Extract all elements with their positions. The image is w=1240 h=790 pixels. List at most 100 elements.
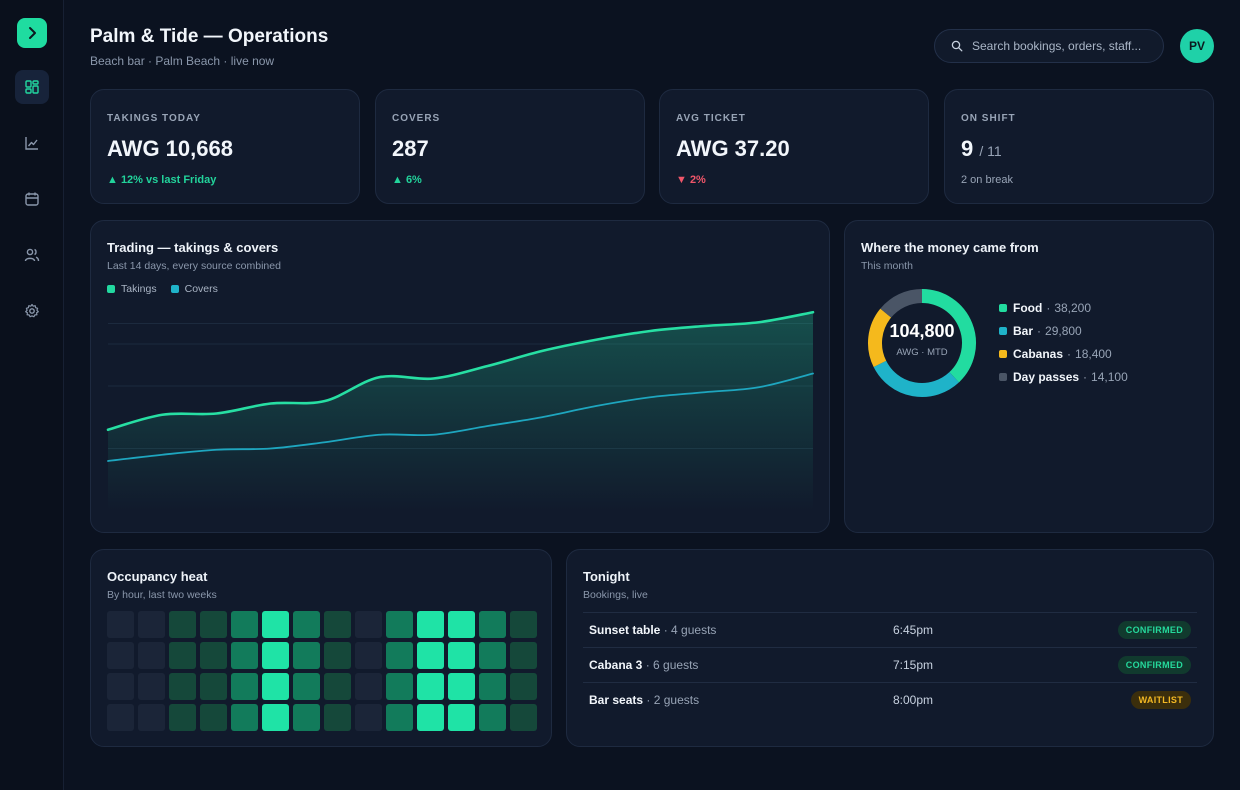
heat-cell[interactable] [293,673,320,700]
heat-cell[interactable] [231,704,258,731]
heat-cell[interactable] [169,704,196,731]
heat-cell[interactable] [479,673,506,700]
takings-point[interactable] [373,371,385,383]
takings-point[interactable] [482,360,494,372]
takings-point[interactable] [753,316,765,328]
takings-point[interactable] [807,306,819,318]
donut-legend-item-day-passes[interactable]: Day passes · 14,100 [999,370,1128,384]
heat-cell[interactable] [293,642,320,669]
covers-point[interactable] [102,455,114,467]
donut-slice-cabanas[interactable] [868,308,892,368]
heat-cell[interactable] [355,704,382,731]
covers-point[interactable] [427,429,439,441]
heat-cell[interactable] [293,611,320,638]
heat-cell[interactable] [169,673,196,700]
covers-point[interactable] [753,381,765,393]
heat-cell[interactable] [200,611,227,638]
heat-cell[interactable] [200,642,227,669]
heat-cell[interactable] [169,611,196,638]
covers-point[interactable] [156,449,168,461]
heat-cell[interactable] [448,611,475,638]
heat-cell[interactable] [262,611,289,638]
takings-point[interactable] [210,408,222,420]
donut-legend-item-bar[interactable]: Bar · 29,800 [999,324,1082,338]
heat-cell[interactable] [448,673,475,700]
app-logo-button[interactable] [17,18,47,48]
takings-point[interactable] [427,373,439,385]
heat-cell[interactable] [231,642,258,669]
heat-cell[interactable] [386,704,413,731]
donut-slice-food[interactable] [921,289,976,383]
covers-point[interactable] [319,436,331,448]
heat-cell[interactable] [479,642,506,669]
heat-cell[interactable] [510,642,537,669]
takings-point[interactable] [699,320,711,332]
heat-cell[interactable] [107,704,134,731]
nav-analytics[interactable] [15,126,49,160]
heat-cell[interactable] [324,704,351,731]
nav-calendar[interactable] [15,182,49,216]
heat-cell[interactable] [417,704,444,731]
nav-staff[interactable] [15,238,49,272]
legend-item-covers[interactable]: Covers [170,283,218,295]
heat-cell[interactable] [293,704,320,731]
takings-point[interactable] [102,424,114,436]
heat-cell[interactable] [200,704,227,731]
takings-point[interactable] [319,395,331,407]
heat-cell[interactable] [510,673,537,700]
heat-cell[interactable] [169,642,196,669]
covers-point[interactable] [373,429,385,441]
heat-cell[interactable] [448,704,475,731]
heat-cell[interactable] [417,673,444,700]
legend-item-takings[interactable]: Takings [107,283,157,295]
heat-cell[interactable] [355,611,382,638]
booking-row[interactable]: Bar seats · 2 guests 8:00pm WAITLIST [583,682,1197,717]
covers-point[interactable] [210,444,222,456]
heat-cell[interactable] [510,704,537,731]
nav-dashboard[interactable] [15,70,49,104]
heat-cell[interactable] [417,642,444,669]
takings-point[interactable] [156,409,168,421]
covers-point[interactable] [644,391,656,403]
search-input[interactable] [972,39,1152,53]
takings-point[interactable] [590,334,602,346]
heat-cell[interactable] [448,642,475,669]
heat-cell[interactable] [386,642,413,669]
heat-cell[interactable] [231,673,258,700]
heat-cell[interactable] [138,704,165,731]
heat-cell[interactable] [324,673,351,700]
covers-point[interactable] [699,386,711,398]
heat-cell[interactable] [138,611,165,638]
nav-settings[interactable] [15,294,49,328]
covers-point[interactable] [536,411,548,423]
heat-cell[interactable] [231,611,258,638]
heat-cell[interactable] [262,673,289,700]
heat-cell[interactable] [138,673,165,700]
heat-cell[interactable] [324,611,351,638]
heat-cell[interactable] [262,642,289,669]
heat-cell[interactable] [479,704,506,731]
heat-cell[interactable] [107,642,134,669]
donut-slice-bar[interactable] [873,360,959,397]
search-box[interactable] [934,29,1164,63]
heat-cell[interactable] [324,642,351,669]
heat-cell[interactable] [107,673,134,700]
covers-point[interactable] [807,368,819,380]
heat-cell[interactable] [138,642,165,669]
takings-point[interactable] [265,398,277,410]
heat-cell[interactable] [479,611,506,638]
heat-cell[interactable] [417,611,444,638]
covers-point[interactable] [482,420,494,432]
avatar[interactable]: PV [1180,29,1214,63]
booking-row[interactable]: Sunset table · 4 guests 6:45pm CONFIRMED [583,612,1197,647]
donut-legend-item-cabanas[interactable]: Cabanas · 18,400 [999,347,1112,361]
heat-cell[interactable] [386,673,413,700]
heat-cell[interactable] [386,611,413,638]
covers-point[interactable] [265,443,277,455]
heat-cell[interactable] [355,642,382,669]
donut-legend-item-food[interactable]: Food · 38,200 [999,301,1091,315]
takings-point[interactable] [536,345,548,357]
donut-slice-day-passes[interactable] [880,289,923,318]
heat-cell[interactable] [510,611,537,638]
heat-cell[interactable] [355,673,382,700]
